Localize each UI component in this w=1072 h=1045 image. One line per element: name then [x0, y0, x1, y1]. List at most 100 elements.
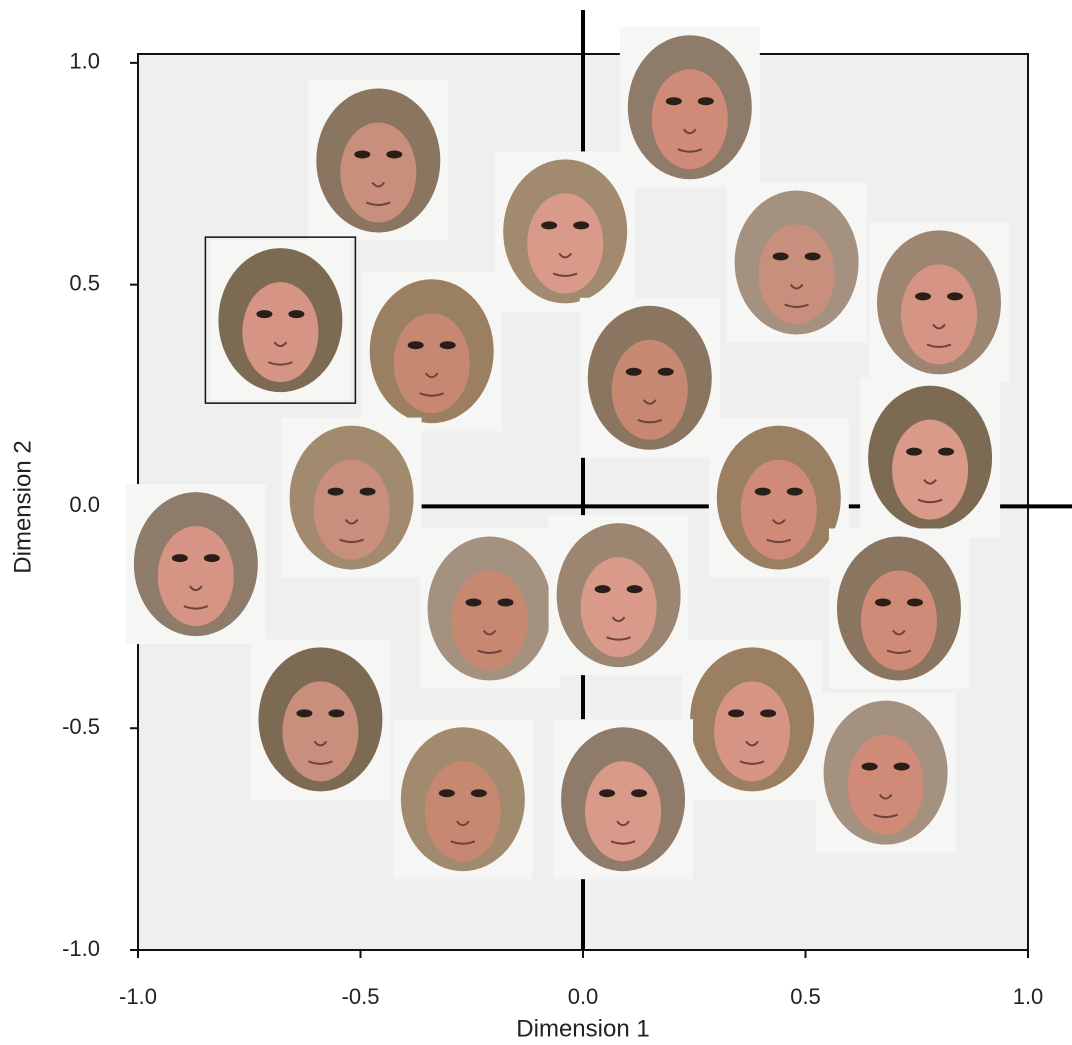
nose	[611, 616, 626, 623]
eye	[296, 709, 313, 718]
eye	[407, 341, 424, 350]
mouth	[917, 498, 943, 504]
monkey-face	[281, 417, 422, 578]
mouth	[183, 605, 209, 610]
face	[424, 761, 501, 862]
mouth	[552, 272, 578, 277]
monkey-face	[361, 271, 502, 432]
monkey-face	[828, 528, 969, 689]
eye	[728, 709, 745, 718]
eye	[386, 150, 403, 159]
nose	[616, 820, 630, 827]
eye	[754, 487, 771, 496]
face	[393, 313, 470, 414]
eye	[760, 709, 777, 718]
monkey-face	[726, 182, 867, 343]
eye	[906, 447, 923, 456]
eye	[470, 789, 487, 798]
mouth	[606, 636, 631, 641]
mouth	[873, 813, 898, 819]
face	[527, 193, 604, 294]
mouth	[677, 148, 703, 153]
eye	[541, 221, 558, 230]
monkey-face	[682, 639, 823, 800]
eye	[573, 221, 590, 230]
y-tick-label: 0.5	[69, 270, 100, 295]
face	[157, 526, 234, 627]
eye	[465, 598, 482, 607]
monkey-face	[579, 297, 720, 458]
nose	[878, 793, 893, 800]
mouth	[739, 760, 765, 765]
monkey-face	[392, 719, 533, 880]
eye	[697, 97, 714, 106]
eye	[256, 310, 273, 319]
face	[651, 69, 728, 170]
nose	[745, 740, 759, 747]
monkey-face	[419, 528, 560, 689]
x-tick-label: -1.0	[119, 984, 157, 1009]
face	[242, 282, 319, 383]
face	[580, 557, 657, 658]
monkey-face	[860, 377, 1001, 538]
nose	[482, 629, 497, 636]
eye	[665, 97, 682, 106]
face	[313, 459, 390, 560]
mouth	[450, 840, 476, 845]
face	[451, 570, 528, 671]
mouth	[477, 649, 502, 654]
nose	[344, 518, 359, 525]
y-axis-title: Dimension 2	[9, 440, 36, 573]
y-tick-label: -0.5	[62, 714, 100, 739]
mouth	[637, 418, 663, 424]
monkey-face	[548, 515, 689, 676]
eye	[203, 554, 220, 563]
eye	[906, 598, 923, 607]
eye	[438, 789, 455, 798]
face	[740, 459, 817, 560]
y-tick-label: -1.0	[62, 936, 100, 961]
eye	[327, 487, 344, 496]
eye	[626, 585, 643, 594]
x-tick-label: 0.5	[790, 984, 821, 1009]
nose	[932, 323, 946, 330]
face	[860, 570, 937, 671]
nose	[273, 341, 288, 348]
nose	[892, 629, 906, 636]
mouth	[926, 343, 952, 348]
eye	[861, 762, 878, 771]
eye	[497, 598, 514, 607]
eye	[354, 150, 371, 159]
mouth	[886, 649, 912, 654]
nose	[456, 820, 470, 827]
monkey-face	[708, 417, 849, 578]
monkey-face	[308, 80, 449, 241]
eye	[625, 367, 642, 376]
face	[847, 734, 924, 835]
mouth	[419, 392, 445, 397]
nose	[683, 128, 697, 135]
eye	[328, 709, 345, 718]
nose	[923, 479, 937, 485]
mouth	[784, 303, 809, 308]
monkey-face	[869, 222, 1009, 383]
x-tick-label: -0.5	[342, 984, 380, 1009]
eye	[947, 292, 963, 301]
face	[714, 681, 791, 782]
eye	[594, 585, 611, 594]
face	[758, 224, 835, 325]
eye	[893, 762, 910, 771]
nose	[371, 181, 386, 188]
y-tick-label: 0.0	[69, 492, 100, 517]
monkey-face	[250, 639, 391, 800]
monkey-face	[553, 719, 694, 880]
eye	[938, 447, 955, 456]
eye	[631, 789, 648, 798]
eye	[439, 341, 456, 350]
eye	[874, 598, 891, 607]
face	[340, 122, 417, 223]
eye	[772, 252, 789, 261]
nose	[189, 585, 203, 592]
eye	[359, 487, 376, 496]
monkey-face	[815, 692, 956, 853]
